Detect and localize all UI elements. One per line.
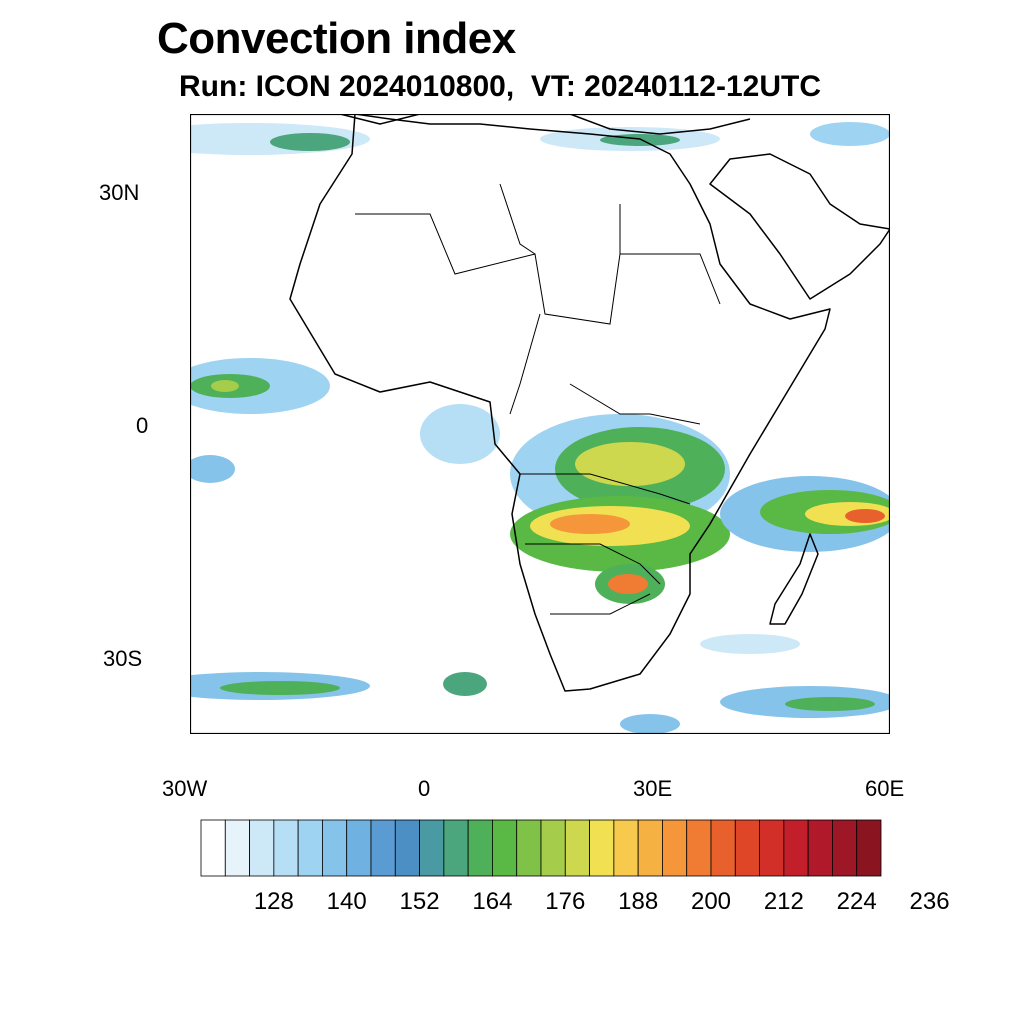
map-plot: [190, 114, 890, 734]
colorbar-label: 128: [253, 888, 294, 915]
y-tick-30s: 30S: [103, 646, 143, 671]
colorbar-box: [564, 819, 590, 877]
colorbar-box: [492, 819, 518, 877]
colorbar-box: [759, 819, 785, 877]
colorbar-label: 236: [909, 888, 950, 915]
colorbar-box: [224, 819, 250, 877]
colorbar-box: [200, 819, 226, 877]
colorbar-box: [467, 819, 493, 877]
colorbar-label: 176: [545, 888, 586, 915]
colorbar-box: [249, 819, 275, 877]
colorbar-box: [297, 819, 323, 877]
colorbar-box: [637, 819, 663, 877]
colorbar: [200, 819, 882, 877]
colorbar-box: [734, 819, 760, 877]
colorbar-box: [394, 819, 420, 877]
colorbar-box: [613, 819, 639, 877]
colorbar-box: [710, 819, 736, 877]
x-tick-30w: 30W: [162, 776, 208, 801]
colorbar-box: [273, 819, 299, 877]
colorbar-label: 140: [326, 888, 367, 915]
y-tick-30n: 30N: [99, 180, 140, 205]
colorbar-box: [807, 819, 833, 877]
colorbar-box: [686, 819, 712, 877]
colorbar-box: [419, 819, 445, 877]
coastlines: [289, 114, 890, 692]
colorbar-box: [346, 819, 372, 877]
colorbar-box: [662, 819, 688, 877]
country-borders: [355, 183, 721, 615]
convection-field: [190, 122, 890, 734]
y-tick-0: 0: [136, 413, 149, 438]
colorbar-box: [322, 819, 348, 877]
colorbar-label: 200: [690, 888, 732, 915]
colorbar-label: 212: [763, 888, 804, 915]
x-tick-0: 0: [418, 776, 431, 801]
colorbar-label: 152: [399, 888, 440, 915]
colorbar-label: 164: [472, 888, 513, 915]
x-tick-60e: 60E: [865, 776, 905, 801]
colorbar-box: [443, 819, 469, 877]
chart-title: Convection index: [157, 14, 516, 63]
x-tick-30e: 30E: [633, 776, 673, 801]
colorbar-box: [856, 819, 882, 877]
colorbar-box: [540, 819, 566, 877]
chart-subtitle: Run: ICON 2024010800, VT: 20240112-12UTC: [179, 70, 821, 103]
colorbar-box: [783, 819, 809, 877]
colorbar-box: [832, 819, 858, 877]
colorbar-box: [370, 819, 396, 877]
colorbar-label: 224: [836, 888, 877, 915]
colorbar-label: 188: [618, 888, 659, 915]
colorbar-box: [589, 819, 615, 877]
colorbar-box: [516, 819, 542, 877]
